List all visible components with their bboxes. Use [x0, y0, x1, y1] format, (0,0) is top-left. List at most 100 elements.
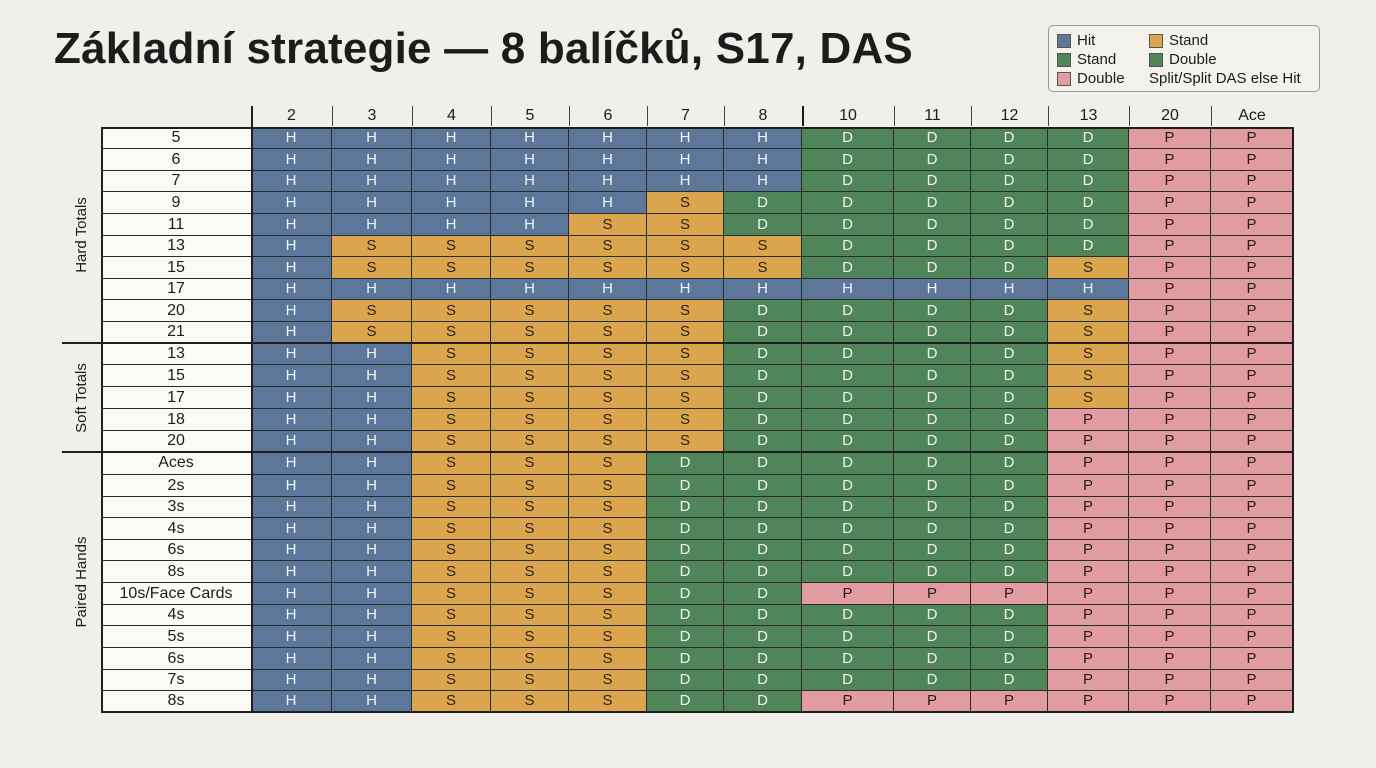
strategy-cell: H — [332, 431, 412, 452]
strategy-cell: D — [894, 171, 971, 192]
strategy-cell: H — [569, 279, 647, 300]
strategy-cell: S — [491, 365, 569, 387]
strategy-cell: D — [724, 343, 802, 365]
strategy-cell: D — [647, 518, 724, 540]
strategy-cell: S — [569, 670, 647, 691]
strategy-cell: S — [491, 236, 569, 257]
strategy-cell: P — [1048, 497, 1129, 518]
strategy-cell: S — [491, 626, 569, 648]
strategy-cell: D — [802, 171, 894, 192]
strategy-cell: H — [332, 127, 412, 149]
strategy-cell: D — [971, 387, 1048, 409]
strategy-cell: H — [251, 670, 332, 691]
strategy-cell: P — [1211, 387, 1293, 409]
strategy-cell: H — [251, 626, 332, 648]
strategy-cell: P — [1129, 127, 1211, 149]
strategy-cell: S — [491, 670, 569, 691]
strategy-cell: S — [569, 343, 647, 365]
strategy-cell: P — [1211, 452, 1293, 475]
strategy-cell: H — [491, 214, 569, 236]
strategy-cell: S — [647, 409, 724, 431]
strategy-cell: S — [569, 605, 647, 626]
strategy-cell: H — [724, 279, 802, 300]
strategy-cell: D — [971, 343, 1048, 365]
strategy-cell: H — [332, 365, 412, 387]
strategy-cell: H — [251, 518, 332, 540]
column-header: 13 — [1079, 107, 1098, 124]
row-label: 18 — [101, 409, 251, 431]
strategy-cell: P — [1211, 670, 1293, 691]
strategy-cell: D — [894, 387, 971, 409]
strategy-cell: D — [802, 540, 894, 561]
strategy-cell: S — [412, 691, 491, 712]
strategy-cell: H — [251, 540, 332, 561]
strategy-cell: H — [491, 149, 569, 171]
strategy-cell: D — [971, 431, 1048, 452]
strategy-cell: H — [251, 279, 332, 300]
strategy-cell: D — [724, 431, 802, 452]
strategy-cell: S — [569, 214, 647, 236]
strategy-cell: H — [332, 409, 412, 431]
strategy-cell: D — [647, 670, 724, 691]
strategy-cell: S — [332, 300, 412, 322]
legend-swatch — [1057, 72, 1071, 86]
strategy-cell: H — [332, 648, 412, 670]
strategy-cell: S — [491, 497, 569, 518]
strategy-cell: D — [894, 127, 971, 149]
strategy-cell: H — [332, 497, 412, 518]
strategy-cell: S — [412, 257, 491, 279]
strategy-cell: S — [569, 691, 647, 712]
strategy-cell: D — [1048, 127, 1129, 149]
strategy-cell: H — [1048, 279, 1129, 300]
strategy-cell: P — [1211, 149, 1293, 171]
strategy-cell: H — [332, 605, 412, 626]
strategy-cell: D — [724, 214, 802, 236]
strategy-cell: D — [971, 322, 1048, 343]
strategy-cell: S — [412, 648, 491, 670]
strategy-cell: P — [1129, 497, 1211, 518]
strategy-cell: P — [1129, 691, 1211, 712]
strategy-cell: H — [251, 605, 332, 626]
strategy-cell: H — [332, 475, 412, 497]
row-label: Aces — [101, 452, 251, 475]
strategy-cell: S — [569, 452, 647, 475]
legend-label: Stand — [1077, 51, 1117, 68]
strategy-cell: S — [569, 540, 647, 561]
strategy-cell: S — [491, 322, 569, 343]
strategy-cell: D — [894, 214, 971, 236]
header-divider — [251, 127, 1294, 129]
legend-item-double-pink: Double — [1057, 70, 1125, 88]
strategy-cell: S — [1048, 365, 1129, 387]
strategy-cell: S — [647, 214, 724, 236]
strategy-cell: D — [971, 518, 1048, 540]
strategy-cell: D — [971, 149, 1048, 171]
strategy-cell: D — [894, 322, 971, 343]
strategy-cell: S — [491, 257, 569, 279]
legend: Hit Stand Stand Double Double Split/Spli… — [1048, 25, 1320, 92]
strategy-cell: S — [491, 343, 569, 365]
strategy-cell: D — [802, 670, 894, 691]
strategy-cell: D — [894, 561, 971, 583]
strategy-cell: P — [1211, 583, 1293, 605]
row-label: 20 — [101, 300, 251, 322]
strategy-cell: S — [569, 322, 647, 343]
strategy-cell: D — [647, 540, 724, 561]
strategy-cell: P — [1211, 497, 1293, 518]
strategy-cell: P — [1211, 431, 1293, 452]
strategy-cell: S — [647, 431, 724, 452]
row-label: 7s — [101, 670, 251, 691]
strategy-cell: P — [971, 583, 1048, 605]
strategy-cell: S — [412, 583, 491, 605]
strategy-cell: P — [1048, 540, 1129, 561]
strategy-cell: P — [1048, 475, 1129, 497]
strategy-cell: P — [1211, 605, 1293, 626]
strategy-cell: H — [412, 171, 491, 192]
legend-item-stand-green: Stand — [1057, 51, 1116, 69]
legend-item-hit: Hit — [1057, 32, 1095, 50]
strategy-cell: S — [491, 452, 569, 475]
strategy-cell: D — [802, 343, 894, 365]
strategy-cell: P — [1211, 214, 1293, 236]
strategy-cell: S — [1048, 300, 1129, 322]
strategy-cell: D — [724, 365, 802, 387]
strategy-cell: D — [971, 670, 1048, 691]
